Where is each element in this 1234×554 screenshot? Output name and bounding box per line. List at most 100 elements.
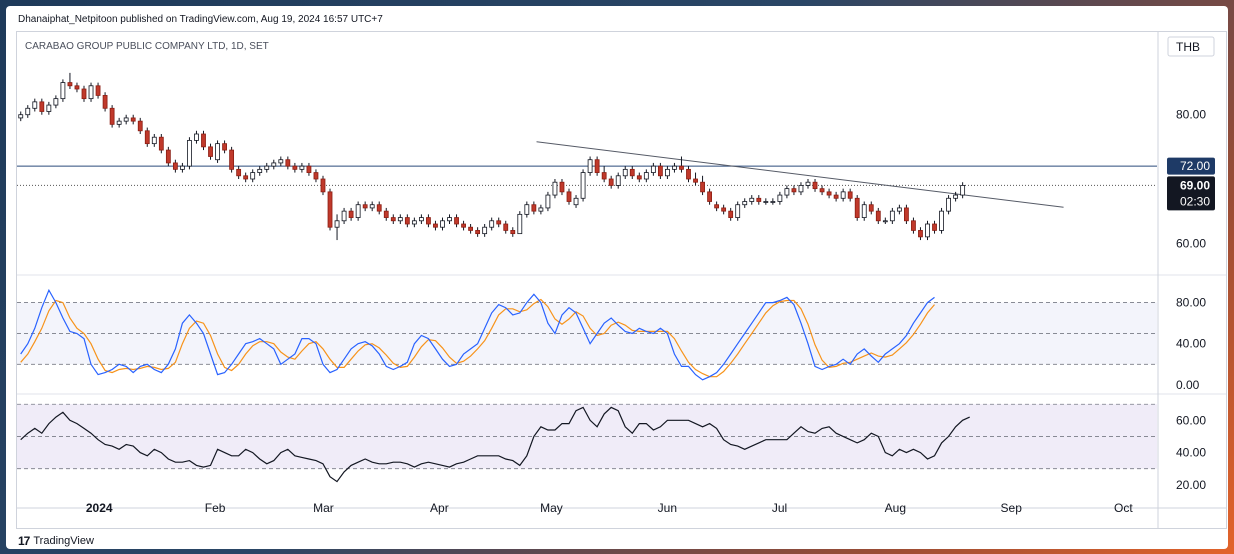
chart-svg[interactable]: CARABAO GROUP PUBLIC COMPANY LTD, 1D, SE… [17,32,1226,528]
stoch-k-line [20,288,935,381]
candle-body [742,201,748,206]
candle-body [411,220,417,225]
candle-body [88,85,94,100]
candle-body [271,162,277,167]
rsi-axis-tick: 20.00 [1176,478,1206,492]
time-axis-tick: Aug [885,501,906,515]
time-axis-tick: Jun [658,501,677,515]
stoch-axis-tick: 40.00 [1176,337,1206,351]
candle-body [74,85,80,90]
candle-body [313,172,319,180]
tradingview-logo[interactable]: 17 TradingView [18,534,94,548]
tradingview-logo-icon: 17 [18,534,30,548]
publisher-caption: Dhanaiphat_Netpitoon published on Tradin… [18,14,383,25]
candle-body [735,204,741,218]
candle-body [215,143,220,161]
candle-body [573,197,579,206]
candle-body [18,114,24,119]
candle-body [180,165,185,170]
candle-body [257,168,263,173]
candle-body [109,107,115,125]
candle-body [770,201,776,203]
candle-body [222,143,227,151]
candle-body [369,204,375,209]
candle-body [306,165,312,173]
candle-body [116,120,122,125]
stoch-axis-tick: 80.00 [1176,296,1206,310]
candle-body [643,172,649,180]
candle-body [151,136,157,145]
chart-area[interactable]: CARABAO GROUP PUBLIC COMPANY LTD, 1D, SE… [16,31,1227,529]
chart-card: Dhanaiphat_Netpitoon published on Tradin… [6,6,1228,549]
candle-body [608,178,614,186]
candle-body [60,82,66,100]
candle-body [285,159,291,167]
candle-body [81,88,87,100]
candle-body [524,204,530,215]
candle-body [278,159,284,164]
candle-body [728,210,734,218]
candle-body [552,181,558,196]
candle-body [545,194,551,209]
candle-body [861,204,867,218]
candle-body [397,217,403,222]
candle-body [911,220,916,231]
candle-body [833,194,839,199]
candle-body [805,181,811,186]
candle-body [622,168,628,177]
candle-body [123,117,129,122]
candle-body [102,95,108,109]
candle-body [292,165,298,170]
candle-body [46,104,52,112]
candle-body [496,220,502,225]
candle-body [918,230,923,238]
candle-body [236,168,242,177]
candle-body [707,191,712,202]
candle-body [636,175,642,180]
candle-body [475,230,481,235]
trendline [536,141,1064,208]
candle-body [187,140,192,167]
stoch-d-line [20,298,935,378]
candle-body [468,226,474,231]
candle-body [819,188,825,193]
candle-body [594,159,600,173]
chart-title: CARABAO GROUP PUBLIC COMPANY LTD, 1D, SE… [25,41,269,52]
candle-body [194,133,199,141]
candle-body [925,223,930,238]
candle-body [440,220,445,228]
candle-body [889,210,895,222]
candle-body [960,185,966,196]
candle-body [390,217,396,222]
candle-body [939,210,944,231]
time-axis-tick: Mar [313,501,334,515]
candle-body [165,149,171,164]
time-axis-tick: May [540,501,563,515]
time-axis-tick: Sep [1001,501,1023,515]
candle-body [896,207,902,212]
candle-body [433,223,438,228]
candle-body [376,204,382,212]
candle-body [53,98,59,106]
candle-body [791,188,797,193]
candle-body [784,188,790,196]
candle-body [482,226,488,235]
candle-body [721,207,727,212]
candle-body [826,191,832,196]
candle-body [158,136,164,151]
candle-body [250,172,256,180]
candle-body [208,146,213,157]
candle-body [763,201,769,203]
candle-body [854,197,860,218]
candle-body [629,168,635,177]
candle-body [650,165,656,173]
stoch-axis-tick: 0.00 [1176,378,1200,392]
candle-body [679,165,684,170]
price-axis-tick: 80.00 [1176,108,1206,122]
candle-body [404,217,410,225]
candle-body [657,165,663,177]
candle-body [137,120,143,132]
candle-body [383,210,389,218]
candle-body [559,181,565,193]
